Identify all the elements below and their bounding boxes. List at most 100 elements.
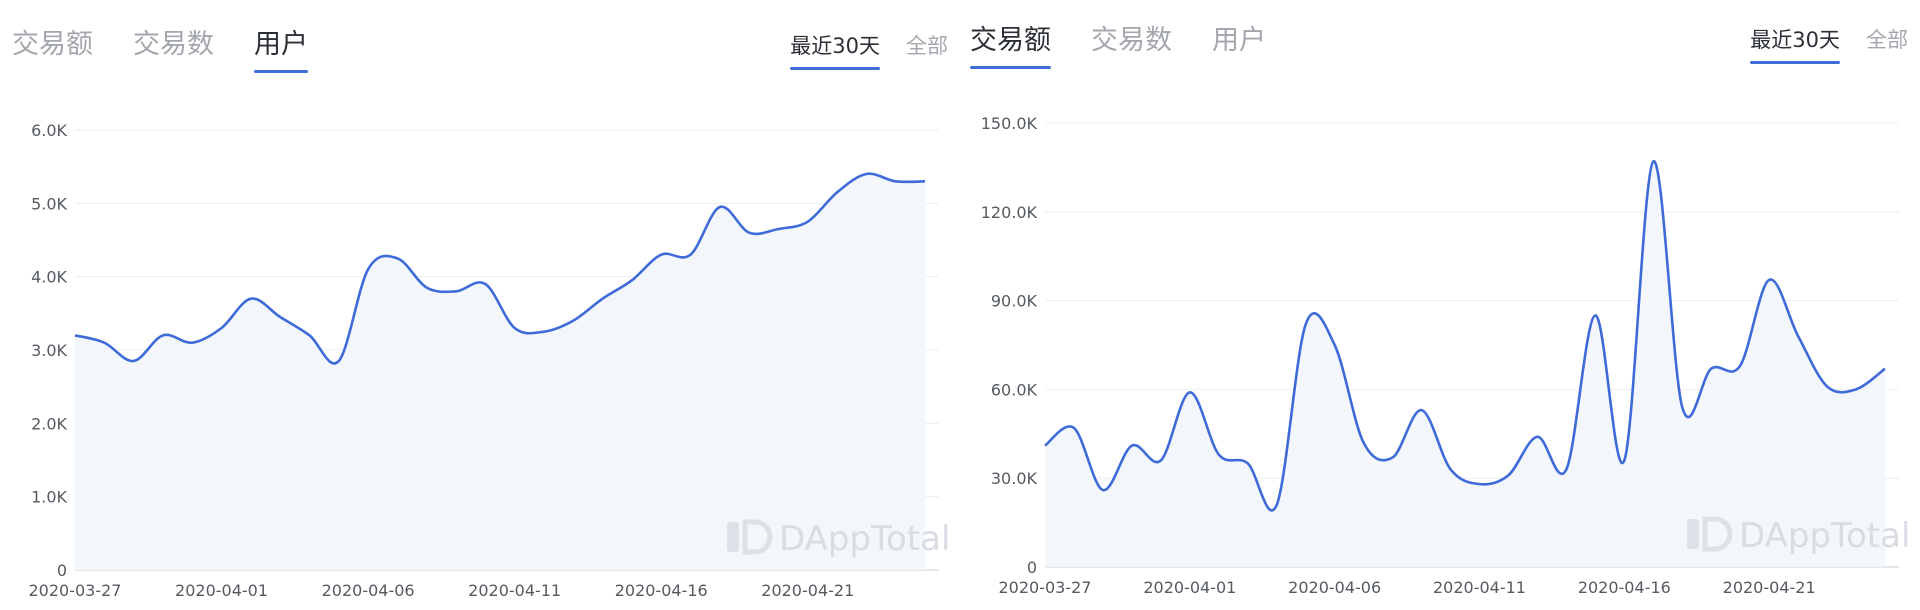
x-tick-label: 2020-04-16: [615, 581, 708, 600]
data-point[interactable]: [922, 178, 928, 184]
data-point[interactable]: [1505, 472, 1511, 478]
data-point[interactable]: [394, 255, 400, 261]
data-point[interactable]: [1737, 363, 1743, 369]
tab-transaction-volume[interactable]: 交易额: [12, 29, 93, 60]
data-point[interactable]: [1650, 158, 1656, 164]
range-all[interactable]: 全部: [1866, 28, 1908, 52]
range-selector: 最近30天 全部: [1750, 24, 1908, 64]
data-point[interactable]: [1216, 452, 1222, 458]
tab-transaction-count[interactable]: 交易数: [1091, 25, 1172, 56]
data-point[interactable]: [1129, 443, 1135, 449]
y-tick-label: 5.0K: [31, 194, 67, 213]
y-tick-label: 3.0K: [31, 341, 67, 360]
data-point[interactable]: [541, 329, 547, 335]
data-point[interactable]: [189, 340, 195, 346]
data-point[interactable]: [306, 332, 312, 338]
metric-tabs: 交易额 交易数 用户: [970, 18, 1266, 69]
data-point[interactable]: [72, 332, 78, 338]
y-tick-label: 60.0K: [991, 380, 1038, 399]
x-tick-label: 2020-04-21: [761, 581, 854, 600]
data-point[interactable]: [688, 252, 694, 258]
data-point[interactable]: [336, 358, 342, 364]
y-tick-label: 0: [1027, 558, 1037, 577]
data-point[interactable]: [1100, 487, 1106, 493]
y-tick-label: 6.0K: [31, 121, 67, 140]
y-tick-label: 30.0K: [991, 469, 1038, 488]
series-area: [1045, 161, 1885, 568]
data-point[interactable]: [629, 277, 635, 283]
data-point[interactable]: [512, 325, 518, 331]
data-point[interactable]: [1766, 277, 1772, 283]
y-tick-label: 1.0K: [31, 488, 67, 507]
x-tick-label: 2020-04-11: [1433, 578, 1526, 597]
data-point[interactable]: [658, 252, 664, 258]
data-point[interactable]: [1448, 466, 1454, 472]
metric-tabs: 交易额 交易数 用户: [12, 22, 308, 73]
y-tick-label: 150.0K: [981, 114, 1038, 133]
data-point[interactable]: [1274, 502, 1280, 508]
watermark-text: DAppTotal: [1739, 516, 1910, 556]
data-point[interactable]: [893, 178, 899, 184]
data-point[interactable]: [453, 288, 459, 294]
range-all[interactable]: 全部: [906, 34, 948, 58]
data-point[interactable]: [160, 332, 166, 338]
data-point[interactable]: [1621, 457, 1627, 463]
data-point[interactable]: [482, 281, 488, 287]
data-point[interactable]: [1187, 389, 1193, 395]
range-last-30-days[interactable]: 最近30天: [1750, 24, 1840, 64]
data-point[interactable]: [1390, 454, 1396, 460]
data-point[interactable]: [746, 230, 752, 236]
x-tick-label: 2020-03-27: [999, 578, 1092, 597]
data-point[interactable]: [805, 219, 811, 225]
data-point[interactable]: [775, 226, 781, 232]
data-point[interactable]: [863, 171, 869, 177]
data-point[interactable]: [1042, 443, 1048, 449]
x-tick-label: 2020-04-06: [1288, 578, 1381, 597]
data-point[interactable]: [424, 285, 430, 291]
data-point[interactable]: [1158, 457, 1164, 463]
data-point[interactable]: [717, 204, 723, 210]
tab-transaction-count[interactable]: 交易数: [133, 29, 214, 60]
tab-users[interactable]: 用户: [1212, 25, 1266, 56]
data-point[interactable]: [219, 325, 225, 331]
data-point[interactable]: [1563, 466, 1569, 472]
dapptotal-watermark: DAppTotal: [727, 519, 950, 559]
data-point[interactable]: [1882, 366, 1888, 372]
data-point[interactable]: [1071, 425, 1077, 431]
data-point[interactable]: [1419, 407, 1425, 413]
data-point[interactable]: [1679, 404, 1685, 410]
data-point[interactable]: [1592, 312, 1598, 318]
tab-transaction-volume[interactable]: 交易额: [970, 18, 1051, 69]
data-point[interactable]: [1476, 481, 1482, 487]
tab-users[interactable]: 用户: [254, 22, 308, 73]
data-point[interactable]: [1853, 386, 1859, 392]
data-point[interactable]: [365, 266, 371, 272]
data-point[interactable]: [570, 318, 576, 324]
data-point[interactable]: [101, 340, 107, 346]
data-point[interactable]: [131, 358, 137, 364]
dapptotal-watermark: DAppTotal: [1687, 516, 1910, 556]
x-tick-label: 2020-04-01: [1143, 578, 1236, 597]
data-point[interactable]: [1332, 342, 1338, 348]
data-point[interactable]: [1361, 440, 1367, 446]
volume-line-chart: 0 30.0K 60.0K 90.0K 120.0K 150.0K 2020-03-27 20…: [981, 114, 1911, 597]
x-tick-label: 2020-03-27: [29, 581, 122, 600]
data-point[interactable]: [277, 314, 283, 320]
data-point[interactable]: [1534, 434, 1540, 440]
x-tick-label: 2020-04-11: [468, 581, 561, 600]
range-selector: 最近30天 全部: [790, 30, 948, 70]
data-point[interactable]: [834, 189, 840, 195]
series-line: [1044, 160, 1886, 512]
logo-icon: [727, 522, 739, 552]
data-point[interactable]: [1795, 333, 1801, 339]
data-point[interactable]: [600, 296, 606, 302]
data-point[interactable]: [1708, 366, 1714, 372]
data-point[interactable]: [1245, 460, 1251, 466]
range-last-30-days[interactable]: 最近30天: [790, 30, 880, 70]
watermark-text: DAppTotal: [779, 519, 950, 559]
data-point[interactable]: [1303, 321, 1309, 327]
data-point[interactable]: [1824, 383, 1830, 389]
volume-chart-panel: 交易额 交易数 用户 最近30天 全部 0 30.0K 60.0K 90.0K 120.…: [960, 0, 1920, 610]
data-point[interactable]: [248, 296, 254, 302]
x-tick-label: 2020-04-06: [322, 581, 415, 600]
